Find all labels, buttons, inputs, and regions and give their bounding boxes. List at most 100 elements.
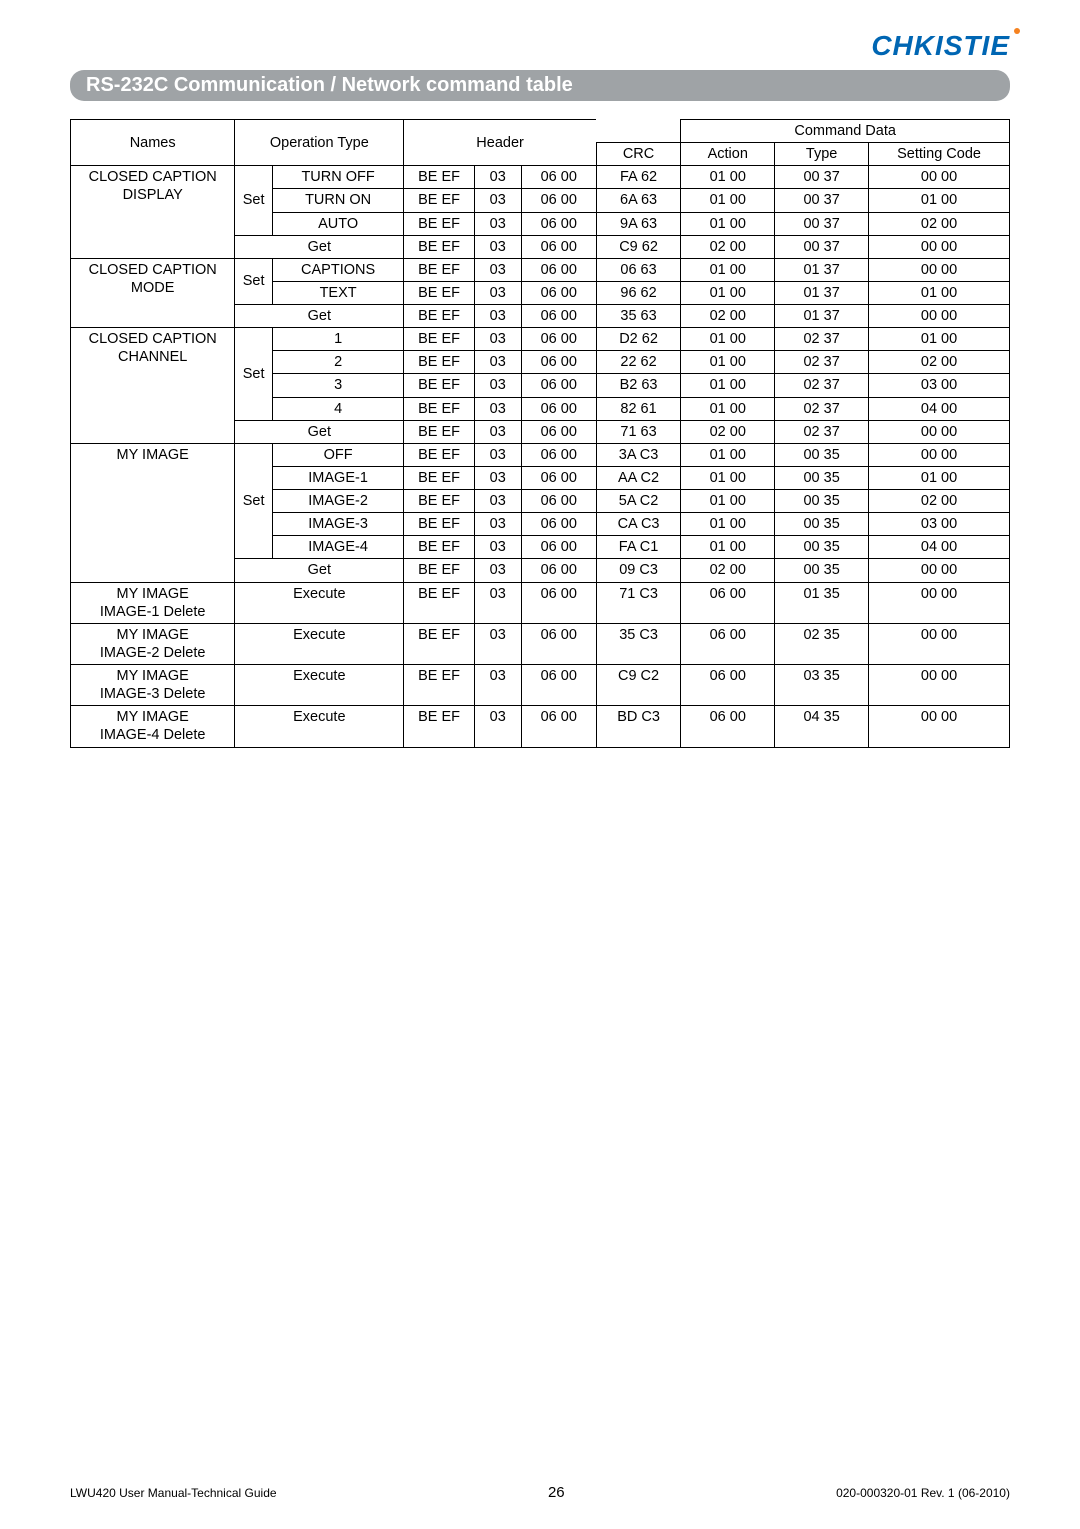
action-cell: 01 00	[681, 166, 775, 189]
h2-cell: 03	[474, 513, 521, 536]
type-cell: 02 37	[775, 328, 869, 351]
setting-cell: 00 00	[869, 166, 1010, 189]
action-cell: 01 00	[681, 351, 775, 374]
op-cell: OFF	[272, 443, 403, 466]
h2-cell: 03	[474, 328, 521, 351]
h2-cell: 03	[474, 235, 521, 258]
type-cell: 00 35	[775, 443, 869, 466]
type-cell: 00 37	[775, 189, 869, 212]
h1-cell: BE EF	[404, 623, 474, 664]
type-cell: 00 37	[775, 212, 869, 235]
h3-cell: 06 00	[521, 706, 596, 747]
crc-cell: 09 C3	[596, 559, 681, 582]
crc-cell: 82 61	[596, 397, 681, 420]
name-line: IMAGE-1 Delete	[75, 603, 230, 621]
type-cell: 00 35	[775, 559, 869, 582]
h1-cell: BE EF	[404, 305, 474, 328]
h3-cell: 06 00	[521, 397, 596, 420]
name-cell: CLOSED CAPTIONMODE	[71, 258, 235, 327]
action-cell: 02 00	[681, 305, 775, 328]
table-row: CLOSED CAPTIONCHANNELSet1BE EF0306 00D2 …	[71, 328, 1010, 351]
h2-cell: 03	[474, 212, 521, 235]
footer-left: LWU420 User Manual-Technical Guide	[70, 1486, 277, 1500]
execute-cell: Execute	[235, 623, 404, 664]
crc-cell: AA C2	[596, 466, 681, 489]
name-cell: MY IMAGEIMAGE-3 Delete	[71, 665, 235, 706]
table-row: MY IMAGEIMAGE-1 DeleteExecuteBE EF0306 0…	[71, 582, 1010, 623]
op-cell: CAPTIONS	[272, 258, 403, 281]
type-cell: 01 37	[775, 305, 869, 328]
name-cell: MY IMAGEIMAGE-1 Delete	[71, 582, 235, 623]
crc-cell: 3A C3	[596, 443, 681, 466]
op-cell: TURN ON	[272, 189, 403, 212]
logo: CHKISTIE	[70, 30, 1010, 62]
footer-page-number: 26	[548, 1484, 565, 1501]
action-cell: 01 00	[681, 443, 775, 466]
header-command-data: Command Data	[681, 120, 1010, 143]
crc-cell: 9A 63	[596, 212, 681, 235]
action-cell: 02 00	[681, 420, 775, 443]
h2-cell: 03	[474, 374, 521, 397]
type-cell: 02 37	[775, 420, 869, 443]
name-line: MY IMAGE	[75, 708, 230, 726]
action-cell: 02 00	[681, 559, 775, 582]
crc-cell: 71 63	[596, 420, 681, 443]
type-cell: 00 35	[775, 490, 869, 513]
type-cell: 01 35	[775, 582, 869, 623]
h1-cell: BE EF	[404, 443, 474, 466]
h1-cell: BE EF	[404, 374, 474, 397]
h2-cell: 03	[474, 443, 521, 466]
action-cell: 01 00	[681, 536, 775, 559]
setting-cell: 00 00	[869, 258, 1010, 281]
crc-cell: FA C1	[596, 536, 681, 559]
h3-cell: 06 00	[521, 328, 596, 351]
h1-cell: BE EF	[404, 235, 474, 258]
name-cell: MY IMAGE	[71, 443, 235, 582]
setting-cell: 00 00	[869, 235, 1010, 258]
name-line: IMAGE-2 Delete	[75, 644, 230, 662]
h3-cell: 06 00	[521, 374, 596, 397]
setting-cell: 02 00	[869, 351, 1010, 374]
h2-cell: 03	[474, 258, 521, 281]
table-body: CLOSED CAPTIONDISPLAYSetTURN OFFBE EF030…	[71, 166, 1010, 747]
h2-cell: 03	[474, 166, 521, 189]
op-cell: IMAGE-3	[272, 513, 403, 536]
type-cell: 02 37	[775, 351, 869, 374]
h3-cell: 06 00	[521, 420, 596, 443]
crc-cell: B2 63	[596, 374, 681, 397]
setting-cell: 04 00	[869, 397, 1010, 420]
h3-cell: 06 00	[521, 351, 596, 374]
h3-cell: 06 00	[521, 258, 596, 281]
h3-cell: 06 00	[521, 665, 596, 706]
op-cell: IMAGE-4	[272, 536, 403, 559]
name-line: MODE	[75, 279, 230, 297]
h2-cell: 03	[474, 623, 521, 664]
table-row: MY IMAGEIMAGE-2 DeleteExecuteBE EF0306 0…	[71, 623, 1010, 664]
set-label-cell: Set	[235, 258, 273, 304]
h2-cell: 03	[474, 466, 521, 489]
type-cell: 01 37	[775, 281, 869, 304]
h1-cell: BE EF	[404, 420, 474, 443]
op-cell: IMAGE-1	[272, 466, 403, 489]
h3-cell: 06 00	[521, 513, 596, 536]
h2-cell: 03	[474, 559, 521, 582]
type-cell: 02 35	[775, 623, 869, 664]
crc-cell: 35 63	[596, 305, 681, 328]
action-cell: 01 00	[681, 258, 775, 281]
op-cell: 4	[272, 397, 403, 420]
h1-cell: BE EF	[404, 281, 474, 304]
set-label-cell: Set	[235, 166, 273, 235]
action-cell: 01 00	[681, 466, 775, 489]
h3-cell: 06 00	[521, 490, 596, 513]
h1-cell: BE EF	[404, 559, 474, 582]
op-cell: IMAGE-2	[272, 490, 403, 513]
action-cell: 01 00	[681, 281, 775, 304]
h2-cell: 03	[474, 281, 521, 304]
crc-cell: D2 62	[596, 328, 681, 351]
header-crc: CRC	[596, 143, 681, 166]
h1-cell: BE EF	[404, 490, 474, 513]
h1-cell: BE EF	[404, 212, 474, 235]
action-cell: 01 00	[681, 328, 775, 351]
action-cell: 06 00	[681, 665, 775, 706]
op-cell: 1	[272, 328, 403, 351]
